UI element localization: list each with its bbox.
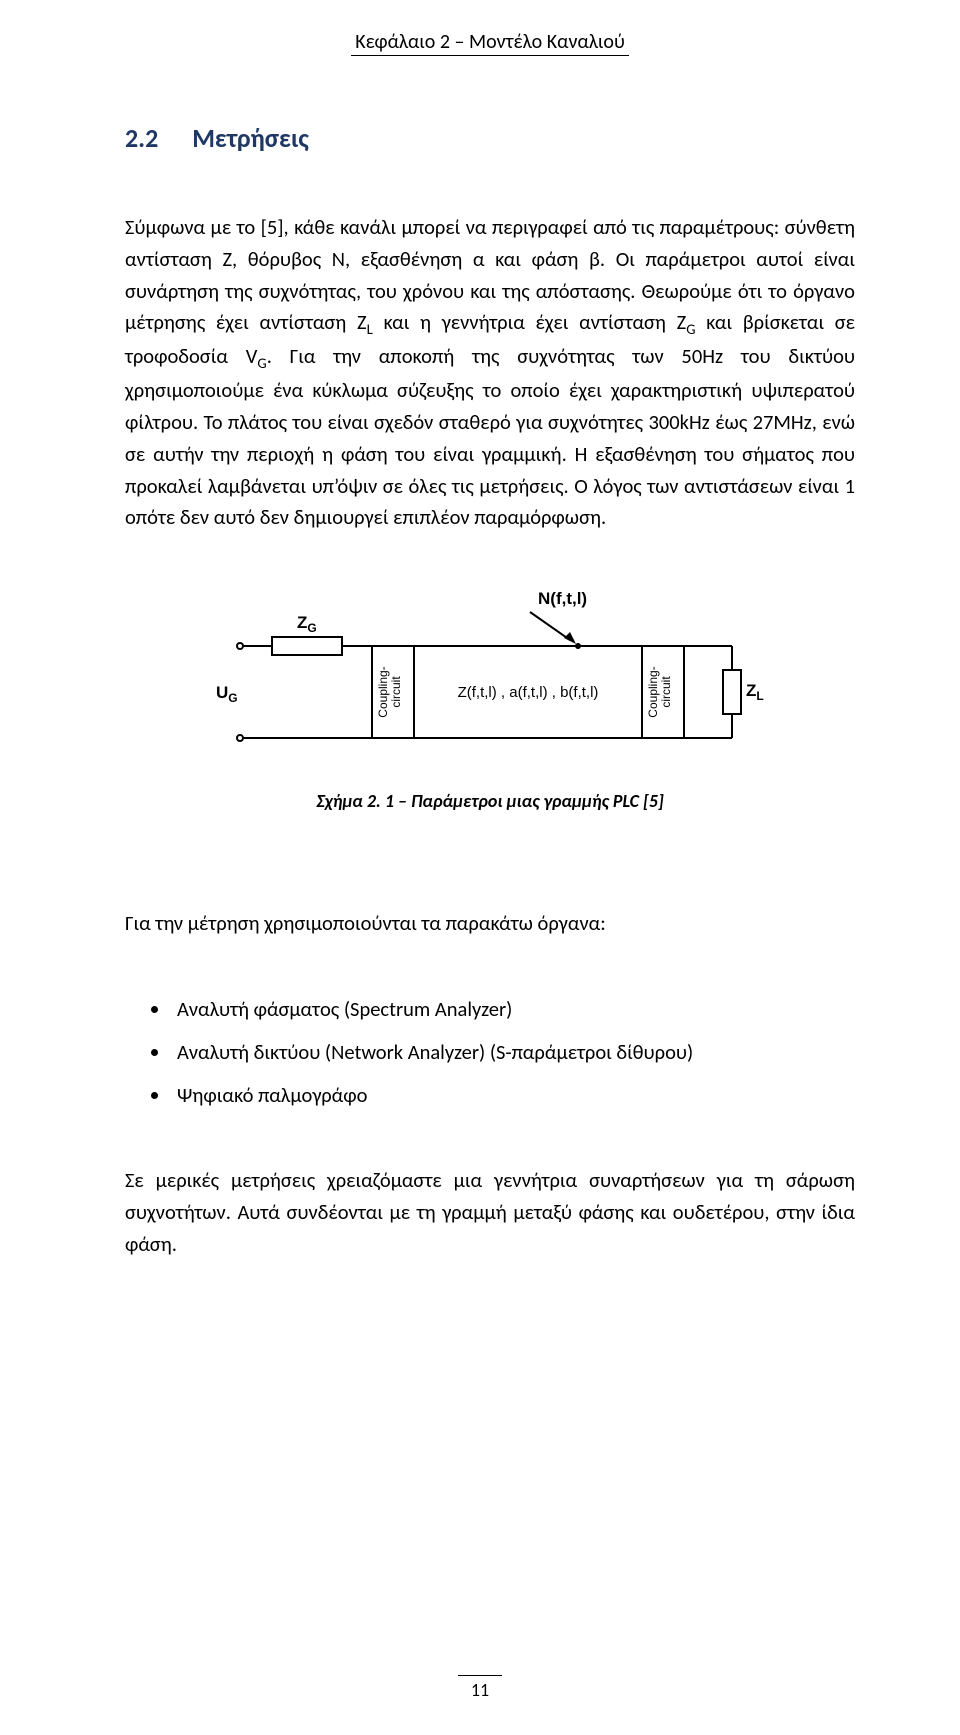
svg-text:ZL: ZL xyxy=(746,681,764,703)
section-heading: 2.2 Μετρήσεις xyxy=(125,122,855,154)
svg-text:ZG: ZG xyxy=(297,613,317,635)
page-number: 11 xyxy=(458,1675,502,1701)
page: Κεφάλαιο 2 – Μοντέλο Καναλιού 2.2 Μετρήσ… xyxy=(0,0,960,1735)
list-item: Αναλυτή φάσματος (Spectrum Analyzer) xyxy=(171,988,855,1031)
svg-text:UG: UG xyxy=(216,683,238,705)
paragraph-3: Σε μερικές μετρήσεις χρειαζόμαστε μια γε… xyxy=(125,1165,855,1260)
svg-text:N(f,t,l): N(f,t,l) xyxy=(538,589,587,608)
running-header: Κεφάλαιο 2 – Μοντέλο Καναλιού xyxy=(125,30,855,56)
figure-block: UG ZG N(f,t,l) Z(f,t,l) , a(f,t,l) , b(f,t,… xyxy=(125,566,855,812)
section-title: Μετρήσεις xyxy=(192,122,309,154)
circuit-diagram: UG ZG N(f,t,l) Z(f,t,l) , a(f,t,l) , b(f,t,… xyxy=(212,566,768,766)
section-number: 2.2 xyxy=(125,122,158,154)
running-header-text: Κεφάλαιο 2 – Μοντέλο Καναλιού xyxy=(351,30,629,56)
list-item: Ψηφιακό παλμογράφο xyxy=(171,1074,855,1117)
instruments-list: Αναλυτή φάσματος (Spectrum Analyzer)Αναλ… xyxy=(125,988,855,1117)
list-item: Αναλυτή δικτύου (Network Analyzer) (S-πα… xyxy=(171,1031,855,1074)
figure-caption: Σχήμα 2. 1 – Παράμετροι μιας γραμμής PLC… xyxy=(125,790,855,812)
svg-text:Z(f,t,l) , a(f,t,l) , b(f,t,l): Z(f,t,l) , a(f,t,l) , b(f,t,l) xyxy=(458,684,599,701)
page-number-wrap: 11 xyxy=(0,1675,960,1701)
paragraph-1: Σύμφωνα με το [5], κάθε κανάλι μπορεί να… xyxy=(125,212,855,534)
paragraph-2: Για την μέτρηση χρησιμοποιούνται τα παρα… xyxy=(125,908,855,940)
